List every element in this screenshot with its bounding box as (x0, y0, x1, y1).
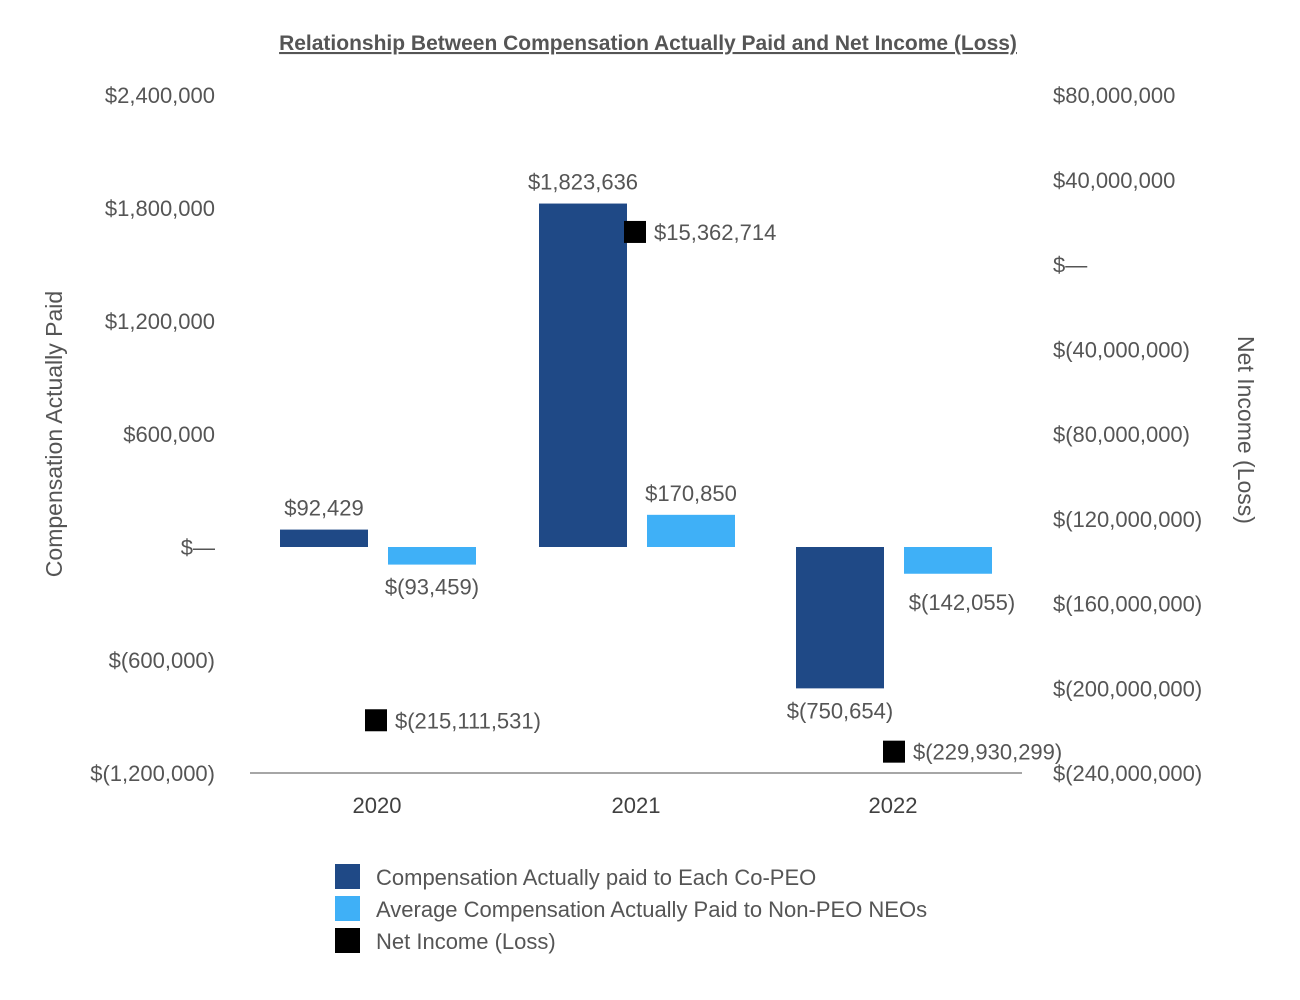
bar-co-peo-2022[interactable] (796, 547, 884, 689)
y2-tick-label: $(80,000,000) (1053, 422, 1190, 447)
bar-non-peo-neos-2021[interactable] (647, 514, 735, 547)
net-income-data-label: $(229,930,299) (913, 740, 1062, 765)
y-tick-label: $600,000 (123, 422, 215, 447)
y2-tick-label: $(200,000,000) (1053, 676, 1202, 701)
bar-data-label: $(93,459) (385, 575, 479, 600)
bar-non-peo-neos-2022[interactable] (904, 547, 992, 574)
x-tick-label: 2021 (612, 793, 661, 818)
y-tick-label: $1,800,000 (105, 196, 215, 221)
legend-swatch (335, 928, 360, 953)
y-tick-label: $— (181, 535, 215, 560)
y2-tick-label: $(120,000,000) (1053, 507, 1202, 532)
net-income-marker-2020[interactable] (365, 709, 387, 732)
chart-title: Relationship Between Compensation Actual… (279, 32, 1017, 55)
y-axis-title: Compensation Actually Paid (41, 291, 67, 577)
legend-swatch (335, 896, 360, 921)
y-tick-label: $(1,200,000) (90, 761, 215, 786)
x-tick-label: 2020 (353, 793, 402, 818)
net-income-data-label: $15,362,714 (654, 220, 776, 245)
y2-tick-label: $80,000,000 (1053, 83, 1175, 108)
y2-tick-label: $(160,000,000) (1053, 592, 1202, 617)
y2-tick-label: $40,000,000 (1053, 168, 1175, 193)
bar-data-label: $170,850 (645, 481, 737, 506)
bar-co-peo-2021[interactable] (539, 203, 627, 547)
y-tick-label: $1,200,000 (105, 309, 215, 334)
legend-item-label: Compensation Actually paid to Each Co-PE… (376, 865, 816, 890)
bar-data-label: $(142,055) (909, 590, 1015, 615)
net-income-data-label: $(215,111,531) (395, 708, 541, 733)
y2-tick-label: $(40,000,000) (1053, 337, 1190, 362)
legend-swatch (335, 864, 360, 889)
bar-data-label: $(750,654) (787, 698, 893, 723)
net-income-marker-2022[interactable] (883, 740, 905, 763)
legend-item-label: Average Compensation Actually Paid to No… (376, 897, 927, 922)
y-tick-label: $2,400,000 (105, 83, 215, 108)
bar-non-peo-neos-2020[interactable] (388, 547, 476, 565)
legend-item-label: Net Income (Loss) (376, 929, 556, 954)
bar-co-peo-2020[interactable] (280, 529, 368, 547)
net-income-marker-2021[interactable] (624, 220, 646, 243)
y2-axis-title: Net Income (Loss) (1233, 336, 1259, 524)
y2-tick-label: $(240,000,000) (1053, 761, 1202, 786)
plot-area: $2,400,000 $1,800,000 $1,200,000 $600,000 $—… (90, 83, 1202, 818)
y2-tick-label: $— (1053, 253, 1087, 278)
y-tick-label: $(600,000) (109, 648, 215, 673)
bar-data-label: $1,823,636 (528, 170, 638, 195)
x-tick-label: 2022 (869, 793, 918, 818)
legend: Compensation Actually paid to Each Co-PE… (335, 864, 927, 954)
bar-data-label: $92,429 (284, 496, 364, 521)
